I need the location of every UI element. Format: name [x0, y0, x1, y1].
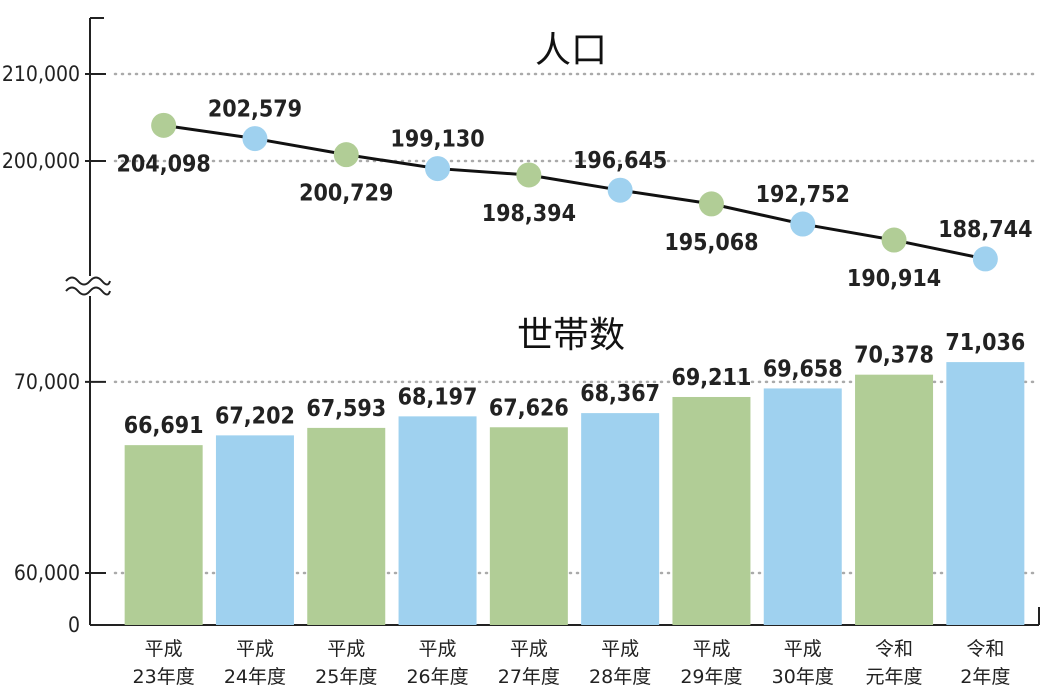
household-bar: [489, 427, 568, 625]
population-point: [425, 156, 451, 182]
population-data-label: 202,579: [208, 97, 302, 123]
y-tick-label: 0: [68, 613, 80, 637]
population-data-label: 190,914: [847, 266, 941, 292]
population-data-label: 188,744: [938, 217, 1032, 243]
households-title: 世帯数: [517, 315, 625, 356]
population-point: [333, 142, 359, 168]
household-bar: [855, 374, 934, 625]
population-series-line: [163, 123, 986, 261]
household-bar: [124, 445, 203, 625]
x-category-label: 元年度: [866, 666, 923, 688]
population-data-label: 192,752: [756, 182, 850, 208]
x-category-label: 令和: [875, 638, 913, 660]
x-category-label: 27年度: [498, 666, 560, 688]
axis-break-mark: [65, 276, 111, 286]
household-data-label: 68,197: [398, 384, 478, 410]
household-bar: [307, 427, 386, 625]
population-data-label: 195,068: [664, 230, 758, 256]
axis-break-mark: [65, 286, 111, 296]
population-point: [151, 112, 177, 138]
household-data-label: 66,691: [124, 413, 204, 439]
x-category-label: 23年度: [133, 666, 195, 688]
y-tick-label: 60,000: [14, 561, 80, 585]
x-category-label: 平成: [692, 638, 730, 660]
x-category-label: 28年度: [589, 666, 651, 688]
population-point: [972, 246, 998, 272]
population-data-label: 199,130: [390, 127, 484, 153]
y-tick-label: 70,000: [14, 370, 80, 394]
x-category-label: 平成: [419, 638, 457, 660]
x-category-label: 平成: [236, 638, 274, 660]
x-category-label: 24年度: [224, 666, 286, 688]
x-category-label: 2年度: [960, 666, 1010, 688]
x-category-label: 25年度: [315, 666, 377, 688]
household-data-label: 69,211: [672, 365, 752, 391]
y-tick-label: 210,000: [2, 62, 80, 86]
population-title: 人口: [535, 30, 607, 71]
x-category-label: 26年度: [406, 666, 468, 688]
household-bar: [946, 362, 1025, 625]
household-bars: [124, 362, 1025, 625]
x-category-label: 平成: [784, 638, 822, 660]
population-point: [881, 227, 907, 253]
population-point: [698, 191, 724, 217]
y-tick-label: 200,000: [2, 149, 80, 173]
data-labels: 66,691 67,202 67,593 68,197 67,626 68,367 69,2…: [117, 97, 1033, 440]
population-data-label: 196,645: [573, 148, 667, 174]
population-data-label: 198,394: [482, 201, 576, 227]
x-category-label: 令和: [966, 638, 1004, 660]
household-bar: [581, 413, 660, 625]
population-line: [151, 112, 998, 272]
population-data-label: 200,729: [299, 181, 393, 207]
x-category-label: 30年度: [772, 666, 834, 688]
household-bar: [215, 435, 294, 625]
population-data-label: 204,098: [117, 151, 211, 177]
y-tick-labels: 200,000 210,000 0 60,000 70,000: [2, 62, 80, 637]
household-data-label: 67,626: [489, 395, 569, 421]
population-point: [790, 211, 816, 237]
household-data-label: 67,202: [215, 403, 295, 429]
x-category-label: 平成: [145, 638, 183, 660]
x-category-label: 29年度: [680, 666, 742, 688]
household-data-label: 70,378: [854, 343, 934, 369]
household-data-label: 71,036: [945, 330, 1025, 356]
household-bar: [763, 388, 842, 625]
x-category-label: 平成: [510, 638, 548, 660]
household-bar: [672, 396, 751, 625]
x-category-label: 平成: [601, 638, 639, 660]
household-data-label: 69,658: [763, 356, 843, 382]
x-category-labels: 平成 23年度 平成 24年度 平成 25年度 平成 26年度 平成 27年度 平成 28年度 平成 29…: [133, 638, 1011, 688]
population-point: [242, 126, 268, 152]
population-point: [607, 177, 633, 203]
household-data-label: 68,367: [580, 381, 660, 407]
household-data-label: 67,593: [306, 396, 386, 422]
population-point: [516, 162, 542, 188]
x-category-label: 平成: [327, 638, 365, 660]
household-bar: [398, 416, 477, 625]
